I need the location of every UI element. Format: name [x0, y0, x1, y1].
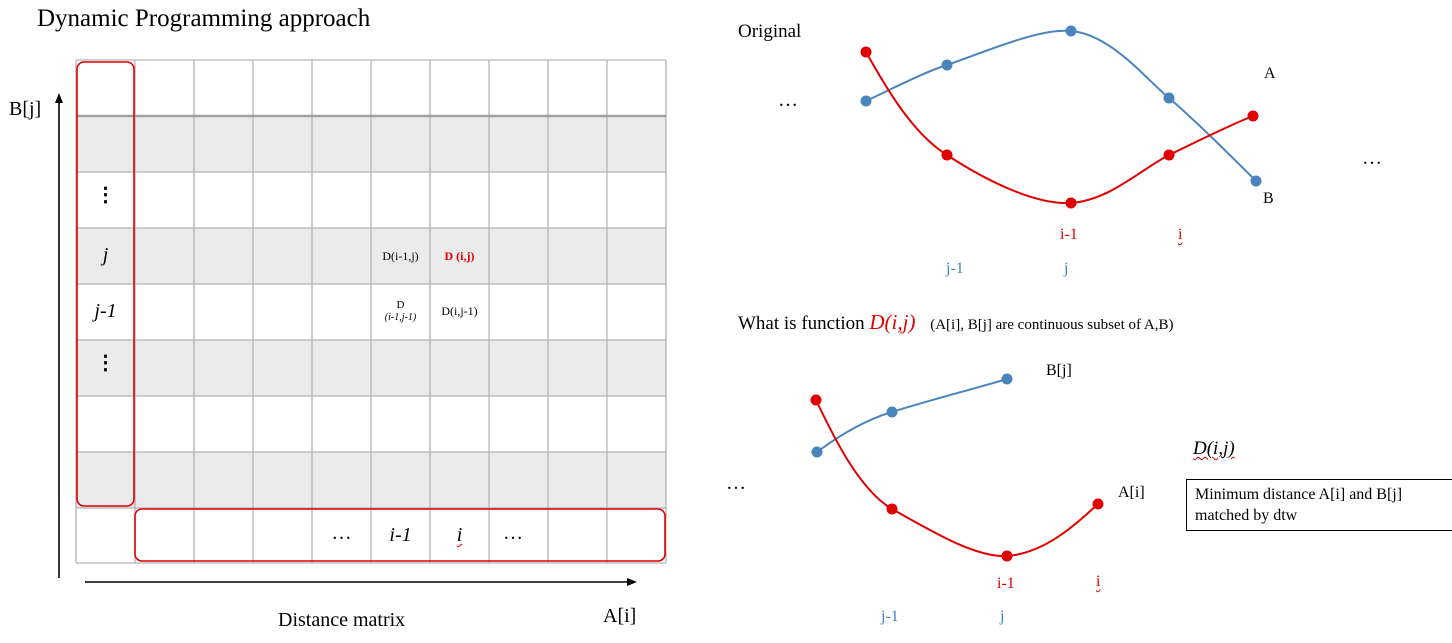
x-axis-label: A[i] [603, 605, 637, 627]
original-right-ellipsis: … [1362, 147, 1382, 169]
function-series-b-label: B[j] [1046, 362, 1072, 379]
matrix-caption: Distance matrix [278, 609, 406, 631]
cell-d-i-minus-1-j-minus-1-top: D [396, 299, 405, 311]
function-question-note: (A[i], B[j] are continuous subset of A,B… [930, 317, 1174, 333]
function-b-point [811, 446, 823, 458]
original-blue-tick-j: j [1064, 260, 1069, 277]
original-b-point [941, 59, 953, 71]
function-left-ellipsis: … [726, 472, 746, 494]
bottom-row-highlight [134, 508, 666, 562]
row-label-j: j [102, 244, 109, 266]
function-a-point [886, 503, 898, 515]
original-red-tick-i: i [1178, 226, 1183, 243]
x-axis-arrow [85, 578, 637, 586]
cell-d-i-minus-1-j-minus-1-bottom: (i-1,j-1) [384, 312, 417, 323]
y-axis-arrow [55, 93, 63, 578]
function-red-tick-i-minus-1: i-1 [997, 575, 1015, 592]
function-a-point [1001, 550, 1013, 562]
row-label-vdots: ⋮ [95, 184, 116, 206]
function-b-point [1001, 373, 1013, 385]
definition-line-2: matched by dtw [1195, 507, 1298, 524]
original-red-tick-i-minus-1: i-1 [1060, 226, 1078, 243]
original-a-point [941, 149, 953, 161]
cell-d-i-j: D (i,j) [444, 249, 475, 263]
original-series-b-line [865, 29, 1257, 182]
original-a-point [1065, 197, 1077, 209]
original-left-ellipsis: … [778, 89, 798, 111]
function-label: D(i,j) [1193, 438, 1235, 459]
function-question-func: D(i,j) [869, 310, 916, 334]
original-a-point [1247, 110, 1259, 122]
row-label-vdots: ⋮ [95, 352, 116, 374]
original-plot [860, 25, 1262, 209]
original-b-point [1250, 175, 1262, 187]
row-label-j-minus-1: j-1 [94, 300, 117, 322]
matrix-grid [75, 59, 667, 564]
left-column-highlight [76, 61, 135, 507]
col-label-i: i [456, 524, 463, 546]
function-a-point [810, 394, 822, 406]
original-title: Original [738, 21, 802, 42]
cell-d-i-j-minus-1: D(i,j-1) [441, 304, 478, 318]
page-title: Dynamic Programming approach [37, 5, 371, 32]
function-question-prefix: What is function [738, 313, 870, 334]
function-series-a-label: A[i] [1118, 484, 1145, 501]
definition-line-1: Minimum distance A[i] and B[j] [1195, 486, 1403, 503]
function-blue-tick-j-minus-1: j-1 [881, 608, 899, 625]
col-label-ellipsis: … [503, 522, 523, 544]
function-blue-tick-j: j [1000, 608, 1005, 625]
original-b-point [1065, 25, 1077, 37]
original-a-point [860, 46, 872, 58]
cell-d-i-minus-1-j: D(i-1,j) [382, 249, 419, 263]
function-b-point [886, 406, 898, 418]
original-series-a-label: A [1264, 65, 1276, 82]
function-a-point [1092, 498, 1104, 510]
original-series-b-label: B [1263, 190, 1274, 207]
function-question: What is function D(i,j) (A[i], B[j] are … [738, 310, 1174, 335]
definition-box: Minimum distance A[i] and B[j] matched b… [1186, 479, 1452, 531]
original-a-point [1163, 149, 1175, 161]
col-label-ellipsis: … [331, 522, 352, 544]
original-b-point [860, 95, 872, 107]
original-b-point [1163, 92, 1175, 104]
col-label-i-minus-1: i-1 [389, 524, 412, 546]
function-series-b-line [816, 378, 1008, 453]
function-red-tick-i: i [1096, 573, 1101, 590]
function-series-a-line [815, 399, 1099, 558]
original-blue-tick-j-minus-1: j-1 [946, 260, 964, 277]
function-plot [810, 373, 1104, 562]
y-axis-label: B[j] [9, 98, 42, 120]
